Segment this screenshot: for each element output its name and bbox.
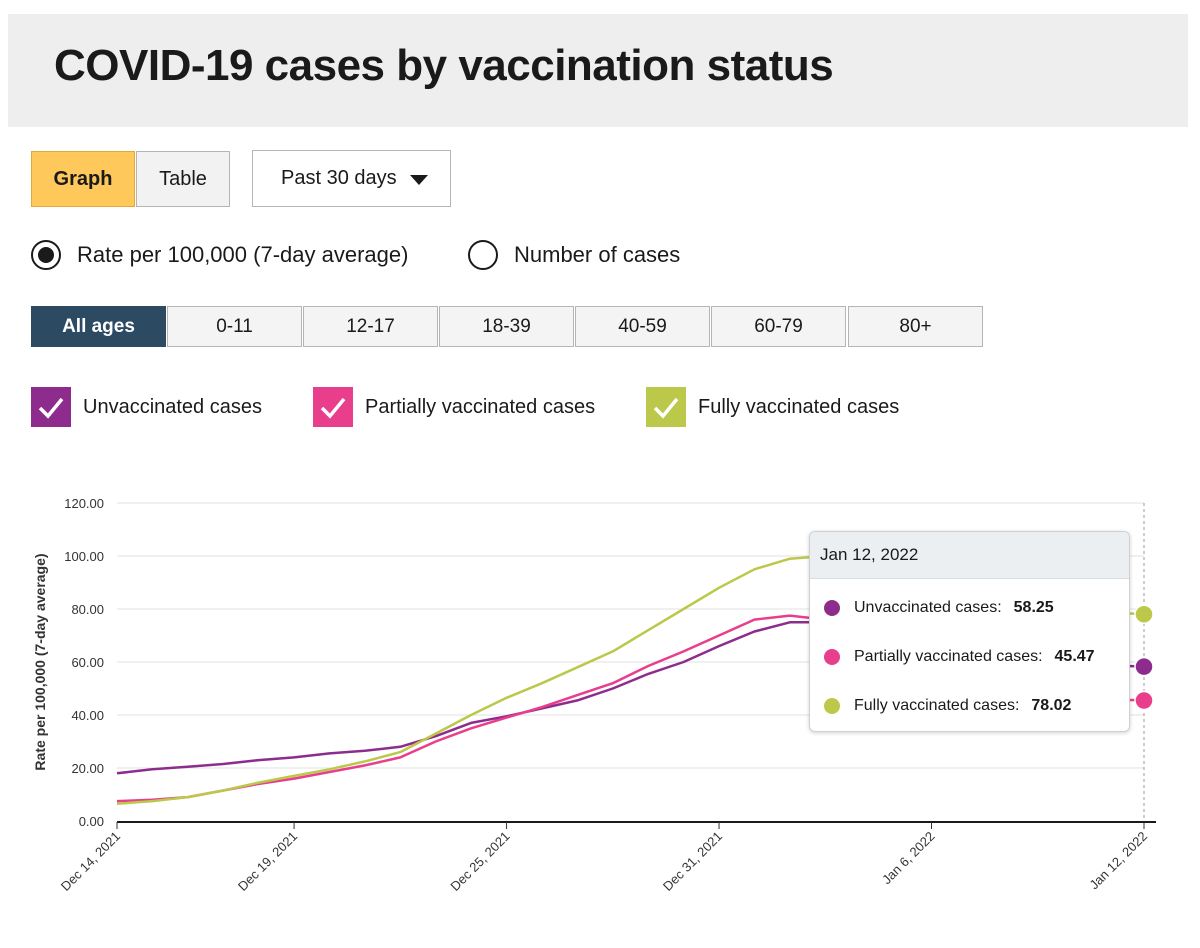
- tooltip-dot-unvaccinated: [824, 600, 840, 616]
- age-button-0-11[interactable]: 0-11: [167, 306, 302, 347]
- y-tick-label: 20.00: [71, 761, 104, 776]
- table-view-button[interactable]: Table: [136, 151, 230, 207]
- legend-unvaccinated-label: Unvaccinated cases: [83, 395, 262, 418]
- period-selected-label: Past 30 days: [281, 167, 397, 189]
- page-title: COVID-19 cases by vaccination status: [54, 41, 834, 90]
- age-button-12-17[interactable]: 12-17: [303, 306, 438, 347]
- legend-partially-label: Partially vaccinated cases: [365, 395, 596, 418]
- y-tick-label: 40.00: [71, 708, 104, 723]
- age-button-all-ages[interactable]: All ages: [31, 306, 166, 347]
- tooltip-value: 45.47: [1054, 648, 1095, 665]
- age-button-18-39[interactable]: 18-39: [439, 306, 574, 347]
- caret-down-icon: [410, 175, 428, 185]
- y-tick-label: 0.00: [79, 814, 104, 829]
- tooltip-dot-partially: [824, 649, 840, 665]
- tooltip-dot-fully: [824, 698, 840, 714]
- page-header: COVID-19 cases by vaccination status: [8, 14, 1188, 127]
- radio-checked-icon[interactable]: [31, 240, 61, 270]
- radio-number-label: Number of cases: [514, 242, 681, 267]
- checkbox-checked-icon[interactable]: [646, 387, 686, 427]
- legend-fully-vaccinated[interactable]: Fully vaccinated cases: [646, 387, 899, 427]
- series-end-point-2: [1134, 604, 1154, 624]
- x-tick-label: Dec 31, 2021: [660, 829, 725, 894]
- radio-rate-per-100k[interactable]: Rate per 100,000 (7-day average): [31, 239, 408, 271]
- tooltip-date: Jan 12, 2022: [810, 532, 1129, 579]
- legend-unvaccinated[interactable]: Unvaccinated cases: [31, 387, 262, 427]
- age-button-80-plus[interactable]: 80+: [848, 306, 983, 347]
- tooltip-value: 58.25: [1013, 599, 1054, 616]
- tooltip-label: Fully vaccinated cases:: [854, 697, 1020, 714]
- legend-fully-label: Fully vaccinated cases: [698, 395, 900, 418]
- chart-tooltip: Jan 12, 2022 Unvaccinated cases: 58.25 P…: [809, 531, 1130, 732]
- legend-partially-vaccinated[interactable]: Partially vaccinated cases: [313, 387, 595, 427]
- tooltip-row-fully: Fully vaccinated cases: 78.02: [824, 695, 1071, 717]
- age-button-40-59[interactable]: 40-59: [575, 306, 710, 347]
- series-end-point-0: [1134, 656, 1154, 677]
- period-dropdown[interactable]: Past 30 days: [252, 150, 451, 207]
- radio-unchecked-icon[interactable]: [468, 240, 498, 270]
- y-tick-label: 80.00: [71, 602, 104, 617]
- x-tick-label: Dec 14, 2021: [58, 829, 123, 894]
- y-tick-label: 100.00: [64, 549, 104, 564]
- graph-view-button[interactable]: Graph: [31, 151, 135, 207]
- tooltip-value: 78.02: [1031, 697, 1072, 714]
- tooltip-row-partially: Partially vaccinated cases: 45.47: [824, 646, 1095, 668]
- tooltip-row-unvaccinated: Unvaccinated cases: 58.25: [824, 597, 1054, 619]
- series-end-point-1: [1134, 690, 1154, 711]
- checkbox-checked-icon[interactable]: [31, 387, 71, 427]
- checkbox-checked-icon[interactable]: [313, 387, 353, 427]
- x-tick-label: Dec 19, 2021: [235, 829, 300, 894]
- tooltip-label: Partially vaccinated cases:: [854, 648, 1043, 665]
- x-tick-label: Dec 25, 2021: [447, 829, 512, 894]
- y-tick-label: 120.00: [64, 496, 104, 511]
- x-tick-label: Jan 12, 2022: [1086, 829, 1150, 893]
- y-axis-label: Rate per 100,000 (7-day average): [32, 553, 48, 770]
- y-tick-label: 60.00: [71, 655, 104, 670]
- tooltip-label: Unvaccinated cases:: [854, 599, 1002, 616]
- radio-rate-label: Rate per 100,000 (7-day average): [77, 242, 409, 267]
- radio-number-of-cases[interactable]: Number of cases: [468, 239, 680, 271]
- age-button-60-79[interactable]: 60-79: [711, 306, 846, 347]
- x-tick-label: Jan 6, 2022: [879, 829, 938, 888]
